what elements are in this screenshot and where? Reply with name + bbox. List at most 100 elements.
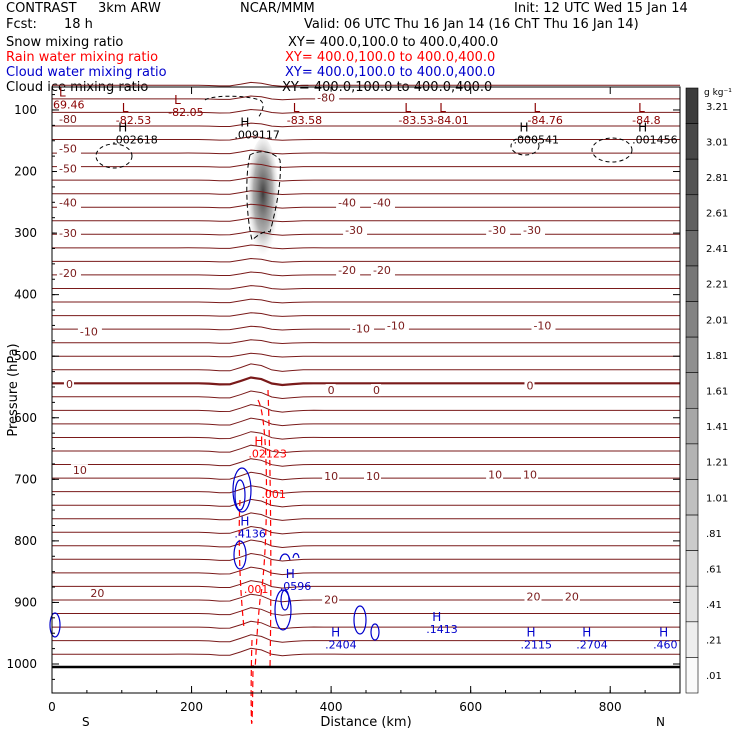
colorbar-segment <box>685 372 699 409</box>
colorbar-label: .21 <box>706 636 722 647</box>
isotherm-label-bg <box>322 470 340 483</box>
colorbar-label: 3.01 <box>706 137 728 148</box>
extremum-value: -84.01 <box>433 114 468 127</box>
colorbar-segment <box>685 230 699 267</box>
isotherm-label: -20 <box>59 267 77 280</box>
cloud-water-contour <box>234 479 246 511</box>
isotherm-line <box>52 298 680 304</box>
cloud-water-contour <box>279 552 300 561</box>
rain-contour <box>238 499 245 629</box>
extremum-value: .001456 <box>632 134 678 147</box>
isotherm-line <box>52 566 680 576</box>
isotherm-label: -40 <box>373 196 391 209</box>
isotherm-line <box>52 352 680 358</box>
isotherm-label-bg <box>521 468 538 481</box>
isotherm-line <box>52 376 680 387</box>
colorbar-label: .61 <box>706 564 722 575</box>
isotherm-line <box>52 593 680 603</box>
extremum-marker: L <box>293 101 300 115</box>
isotherm-label-bg <box>56 227 81 240</box>
isotherm-line <box>52 485 680 494</box>
colorbar-segment <box>685 479 699 516</box>
forecast-hours: 18 h <box>64 17 93 32</box>
extremum-value: .1413 <box>426 623 458 636</box>
x-tick-label: 0 <box>48 700 56 714</box>
field-xy-snow: XY= 400.0,100.0 to 400.0,400.0 <box>288 35 499 50</box>
extremum-value: .000541 <box>514 134 560 147</box>
y-tick-label: 400 <box>14 288 37 302</box>
snow-outline <box>246 151 281 241</box>
x-tick-label: 400 <box>320 700 343 714</box>
isotherm-line <box>52 271 680 277</box>
isotherm-label-bg <box>325 384 336 397</box>
rain-contour <box>267 389 272 669</box>
isotherm-label: 20 <box>324 593 338 606</box>
isotherm-line <box>52 122 680 128</box>
extremum-marker: H <box>254 434 263 448</box>
model-name: 3km ARW <box>98 1 161 16</box>
isotherm-label-bg <box>384 319 409 332</box>
extremum-value: 69.46 <box>53 98 85 111</box>
isotherm-label: -20 <box>373 264 391 277</box>
isotherm-label: -30 <box>59 227 77 240</box>
isotherm-label: -30 <box>345 224 363 237</box>
y-tick-label: 800 <box>14 534 37 548</box>
isotherm-label: 0 <box>526 380 533 393</box>
isotherm-label: 0 <box>328 384 335 397</box>
colorbar-label: 3.21 <box>706 102 728 113</box>
isotherm-label-bg <box>370 196 395 209</box>
isotherm-label: -30 <box>523 224 541 237</box>
extremum-value: -82.53 <box>116 114 151 127</box>
isotherm-label-bg <box>322 593 340 606</box>
isotherm-label: -50 <box>59 162 77 175</box>
isotherm-label: 0 <box>66 378 73 391</box>
y-tick-label: 1000 <box>6 657 37 671</box>
isotherm-label-bg <box>370 264 395 277</box>
isotherm-line <box>52 404 680 413</box>
extremum-value: .2404 <box>325 638 357 651</box>
extremum-marker: L <box>404 101 411 115</box>
isotherm-line <box>52 136 680 141</box>
isotherm-label-bg <box>524 379 535 392</box>
isotherm-label: 20 <box>90 587 104 600</box>
extremum-marker: H <box>286 567 295 581</box>
isotherm-label-bg <box>63 377 74 390</box>
colorbar-label: 2.81 <box>706 173 728 184</box>
isotherm-label-bg <box>350 322 375 335</box>
colorbar-segment <box>685 336 699 374</box>
institution: NCAR/MMM <box>240 1 315 16</box>
cloud-water-contour <box>232 467 252 513</box>
isotherm-line <box>52 108 680 114</box>
colorbar-segment <box>685 265 699 302</box>
isotherm-label-bg <box>315 91 340 104</box>
isotherm-line <box>52 444 680 454</box>
isotherm-label: -80 <box>59 113 77 126</box>
snow-shading <box>247 138 279 262</box>
cloud-water-contour <box>233 540 247 570</box>
isotherm-line <box>52 620 680 630</box>
isotherm-line <box>52 257 680 263</box>
cloud-water-contour <box>353 605 367 635</box>
field-xy-cloud-water: XY= 400.0,100.0 to 400.0,400.0 <box>285 65 496 80</box>
isotherm-label-bg <box>531 319 556 332</box>
extremum-marker: H <box>520 121 529 135</box>
isotherm-label: 10 <box>366 470 380 483</box>
colorbar-label: .81 <box>706 529 722 540</box>
x-tick-label: 200 <box>180 700 203 714</box>
isotherm-line <box>52 634 680 643</box>
colorbar-segment <box>685 657 699 694</box>
x-tick-label: 600 <box>459 700 482 714</box>
isotherm-label-bg <box>521 224 545 237</box>
isotherm-label-bg <box>56 113 81 126</box>
colorbar-unit: g kg⁻¹ <box>704 88 732 98</box>
extremum-value: .0596 <box>280 580 312 593</box>
rain-contour-label: .001 <box>261 488 286 501</box>
isotherm-label: -80 <box>317 92 335 105</box>
cloud-water-contour <box>280 589 290 611</box>
colorbar-segment <box>685 87 699 124</box>
extremum-marker: L <box>439 101 446 115</box>
colorbar-label: 1.81 <box>706 351 728 362</box>
isotherm-label-bg <box>336 196 361 209</box>
extremum-marker: L <box>638 101 645 115</box>
extremum-marker: L <box>174 93 181 107</box>
